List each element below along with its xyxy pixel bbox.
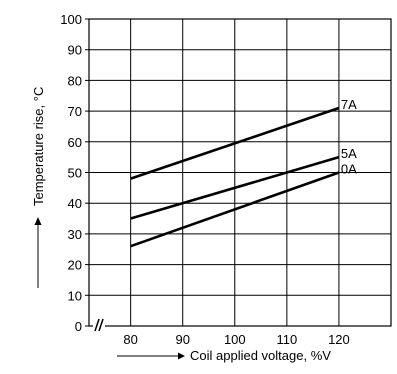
axis-break-icon (93, 318, 105, 332)
y-tick-label-8: 80 (68, 73, 82, 88)
series-line-7A (130, 106, 340, 180)
y-tick-label-3: 30 (68, 227, 82, 242)
x-tick-label-4: 120 (328, 332, 350, 347)
series-line-5A (130, 155, 340, 220)
series-lines (130, 106, 340, 248)
y-tick-label-2: 20 (68, 258, 82, 273)
y-tick-label-6: 60 (68, 135, 82, 150)
y-axis-arrow-icon (34, 217, 42, 225)
y-tick-label-7: 70 (68, 104, 82, 119)
series-label-7A: 7A (341, 97, 357, 112)
x-axis-arrow-icon (178, 352, 185, 360)
y-tick-label-10: 100 (60, 12, 82, 27)
series-label-5A: 5A (341, 146, 357, 161)
x-axis-title: Coil applied voltage, %V (190, 348, 331, 363)
x-tick-label-1: 90 (175, 332, 189, 347)
x-tick-label-3: 110 (276, 332, 297, 347)
y-axis-title-group: Temperature rise, °C (31, 87, 46, 288)
y-tick-labels: 0 10 20 30 40 50 60 70 80 90 100 (60, 12, 89, 334)
x-tick-labels: 80 90 100 110 120 (123, 332, 349, 347)
series-label-0A: 0A (341, 162, 357, 177)
y-tick-label-4: 40 (68, 196, 82, 211)
series-line-0A (130, 171, 340, 248)
y-axis-title: Temperature rise, °C (31, 87, 46, 206)
x-tick-label-0: 80 (123, 332, 137, 347)
y-tick-label-5: 50 (68, 166, 82, 181)
x-tick-label-2: 100 (224, 332, 246, 347)
x-axis-title-group: Coil applied voltage, %V (117, 348, 331, 363)
y-tick-label-9: 90 (68, 43, 82, 58)
y-tick-label-1: 10 (68, 288, 82, 303)
y-tick-label-0: 0 (75, 319, 82, 334)
